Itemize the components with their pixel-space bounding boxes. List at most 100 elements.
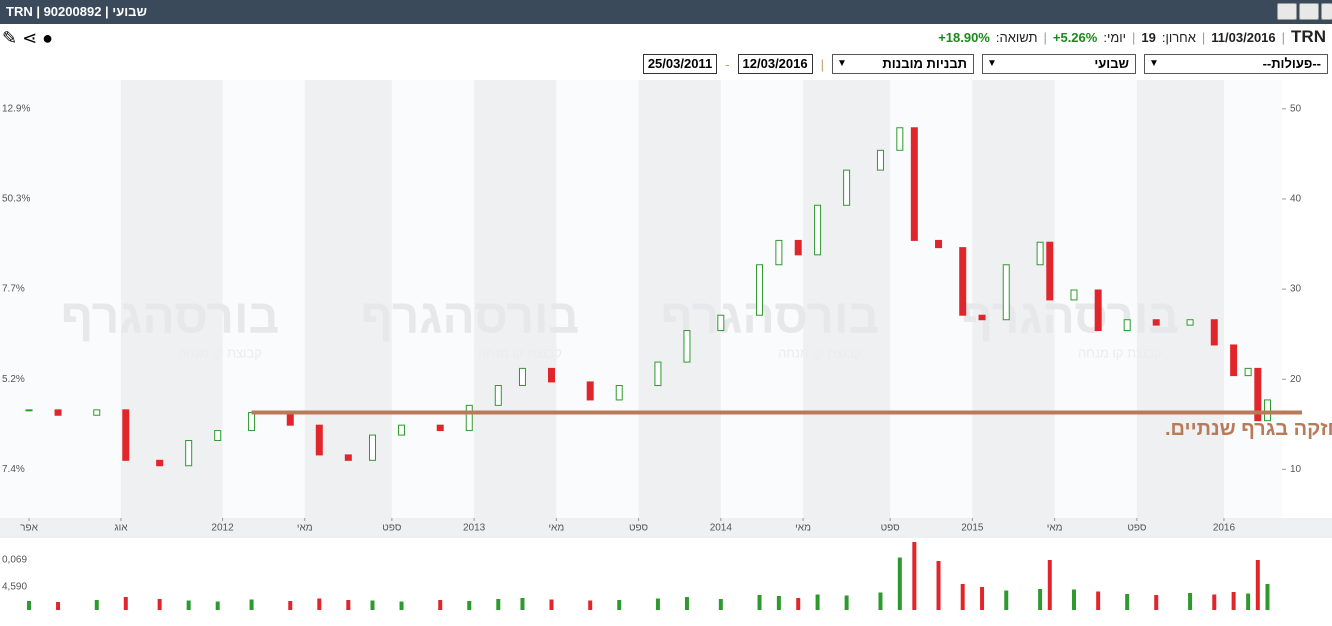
share-icons[interactable]: ✎ ⋖ ● [2,28,54,48]
restore[interactable] [1299,3,1319,20]
label: אחרון: [1161,30,1196,45]
volume-tick-label: 0,069 [2,554,27,565]
band [638,80,721,518]
volume-bar [878,592,883,610]
volume-bar [980,587,985,610]
date-to[interactable]: 12/03/2016 [737,54,813,74]
volume-bar [496,599,501,610]
volume-bar [617,600,622,610]
candle [717,314,725,332]
candle [876,149,884,171]
left-label: 12.9% [2,103,30,114]
left-label: 7.7% [2,284,25,295]
candle [1123,319,1131,332]
watermark-sub: קבוצת קו מנחה [1078,345,1162,360]
volume-bar [157,599,162,610]
volume-bar [288,601,293,610]
volume-bar [94,600,99,610]
volume-bar [215,601,220,610]
volume-bar [1038,589,1043,610]
candle [756,264,764,316]
volume-bar [936,561,941,610]
candle [122,409,130,461]
volume-bar [1246,593,1251,610]
volume-bar [467,601,472,610]
left-label: 50.3% [2,194,30,205]
candle [1070,289,1078,301]
volume-bar [1004,590,1009,610]
volume-bar [27,601,32,610]
volume-bar [776,596,781,610]
y-tick-label: 20 [1290,374,1302,385]
date-from[interactable]: 25/03/2011 [642,54,718,74]
volume-bar [1047,560,1052,610]
x-tick-label: 2016 [1213,523,1236,534]
volume-bar [815,594,820,610]
volume-bar [520,598,525,610]
volume-bar [549,599,554,610]
volume-bar [1071,589,1076,610]
period-select[interactable]: שבועי [982,54,1136,74]
candle [344,454,352,461]
window-title: TRN | 90200892 | שבועי [6,4,147,19]
annotation: $16 תמיכה אופקית חשובה וחזקה בגרף שנתיים… [1165,418,1332,440]
left-label: 5.2% [2,374,25,385]
candle [1186,319,1194,326]
volume-bar [370,600,375,610]
candle [398,424,406,436]
x-tick-label: ספט [629,523,649,534]
band [474,80,557,518]
daily: +5.26% [1052,30,1098,45]
candle [683,330,691,363]
return: +18.90% [938,30,990,45]
x-tick-label: מאי [795,523,811,534]
candle [185,439,193,467]
volume-bar [56,602,61,610]
candle [548,367,556,383]
actions-select[interactable]: --פעולות-- [1144,54,1328,74]
candle [1254,367,1262,422]
quote-info: TRN | 11/03/2016 | אחרון: 19 | יומי: +5.26% | … [938,27,1326,46]
candle [1094,289,1102,332]
candle [436,424,444,432]
candle [369,434,377,461]
volume-bar [1154,595,1159,610]
patterns-select[interactable]: תבניות מובנות [832,54,974,74]
volume-bar [588,600,593,610]
volume-bar [438,600,443,610]
label: תשואה: [995,30,1038,45]
x-tick-label: 2015 [961,523,984,534]
watermark: בורסהגרף [661,291,880,344]
volume-bar [249,599,254,610]
candle [978,314,986,321]
candle [1230,344,1238,377]
candle [1046,241,1054,301]
close[interactable] [1321,3,1332,20]
x-tick-label: 2013 [463,523,486,534]
last: 19 [1141,30,1156,45]
y-tick-label: 40 [1290,194,1302,205]
band [1136,80,1224,518]
volume-bar [757,595,762,610]
candle [315,424,323,456]
candle [465,404,473,432]
watermark: בורסהגרף [961,291,1180,344]
volume-bar [1125,594,1130,610]
candle [896,127,904,151]
candle [1036,241,1044,266]
band [120,80,223,518]
candle [586,381,594,401]
volume-bar [123,597,128,610]
right-axis-bg [1282,80,1332,518]
candle [910,127,918,241]
y-tick-label: 10 [1290,464,1302,475]
minimize[interactable] [1277,3,1297,20]
watermark: בורסהגרף [361,291,580,344]
candle [814,204,822,256]
date: 11/03/2016 [1211,30,1276,45]
watermark-sub: קבוצת קו מנחה [178,345,262,360]
x-tick-label: ספט [382,523,402,534]
volume-bar [317,598,322,610]
volume-bar [960,584,965,610]
